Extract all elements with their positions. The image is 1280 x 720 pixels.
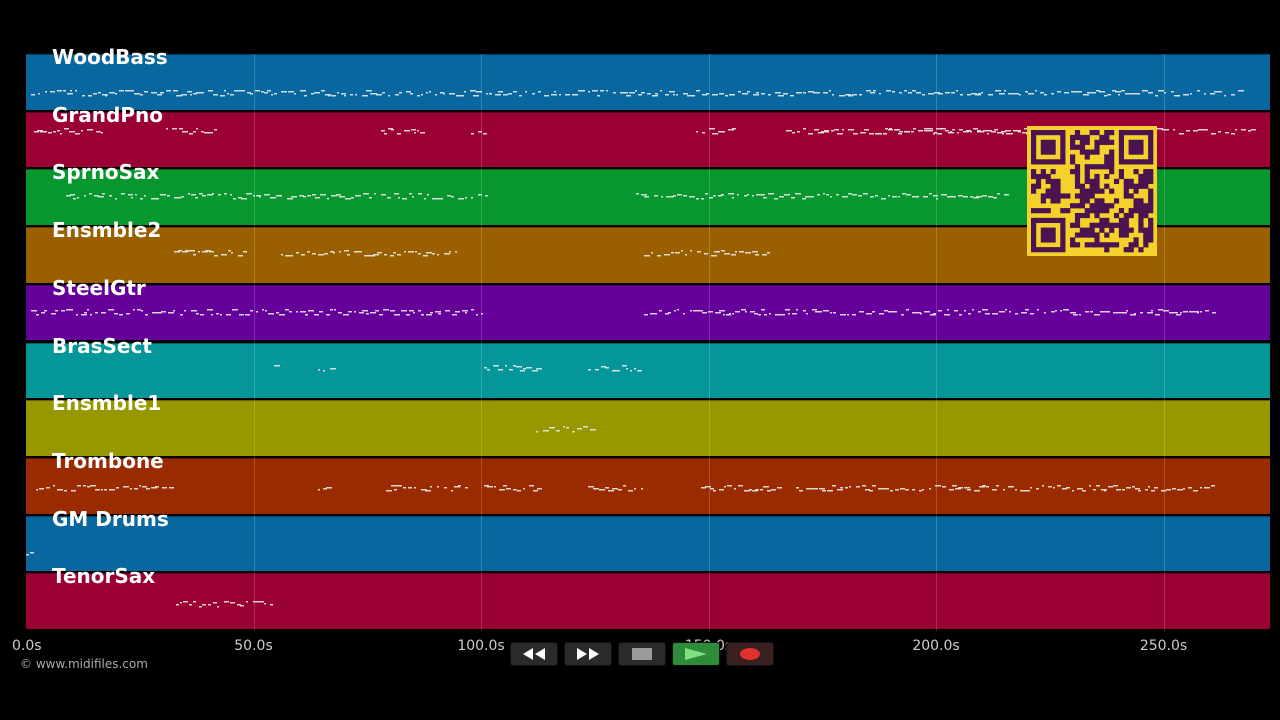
- stop-button[interactable]: [618, 642, 666, 666]
- note-marks: [31, 90, 1244, 97]
- note-marks: [66, 193, 1009, 200]
- track-name: SprnoSax: [52, 160, 160, 185]
- record-icon: [740, 648, 760, 660]
- play-button[interactable]: [672, 642, 720, 666]
- track-name: Ensmble1: [52, 391, 162, 416]
- qr-code-icon[interactable]: [1027, 126, 1157, 256]
- track-name: Ensmble2: [52, 218, 162, 243]
- copyright-text: © www.midifiles.com: [20, 657, 148, 671]
- track-lane: BrasSect: [26, 334, 1270, 399]
- note-marks: [174, 250, 770, 257]
- track-lane: WoodBass: [26, 45, 1270, 110]
- track-name: GrandPno: [52, 102, 163, 127]
- axis-tick-label: 0.0s: [12, 638, 42, 654]
- track-name: WoodBass: [52, 45, 168, 69]
- track-name: Trombone: [52, 448, 164, 473]
- track-name: BrasSect: [52, 333, 152, 358]
- track-lane: GM Drums: [26, 507, 1270, 572]
- axis-tick-label: 100.0s: [457, 638, 505, 654]
- axis-tick-label: 200.0s: [912, 638, 960, 654]
- note-marks: [31, 308, 1216, 316]
- note-marks: [536, 426, 596, 433]
- rewind-button[interactable]: [510, 642, 558, 666]
- record-button[interactable]: [726, 642, 774, 666]
- note-marks: [26, 551, 34, 556]
- note-marks: [36, 484, 1215, 492]
- track-name: TenorSax: [52, 564, 156, 589]
- note-marks: [274, 364, 642, 371]
- stop-icon: [632, 648, 652, 660]
- track-lane: Trombone: [26, 449, 1270, 514]
- axis-tick-label: 250.0s: [1139, 638, 1188, 654]
- axis-tick-label: 50.0s: [234, 638, 273, 654]
- fast-forward-icon: [577, 648, 599, 660]
- track-name: GM Drums: [52, 506, 169, 531]
- track-lane: TenorSax: [26, 564, 1270, 629]
- track-name: SteelGtr: [52, 275, 146, 300]
- play-icon: [685, 648, 707, 660]
- fast-forward-button[interactable]: [564, 642, 612, 666]
- note-marks: [176, 601, 273, 608]
- rewind-icon: [523, 648, 545, 660]
- track-lane: SteelGtr: [26, 276, 1270, 341]
- transport-controls: [510, 642, 774, 668]
- track-lane: Ensmble1: [26, 391, 1270, 456]
